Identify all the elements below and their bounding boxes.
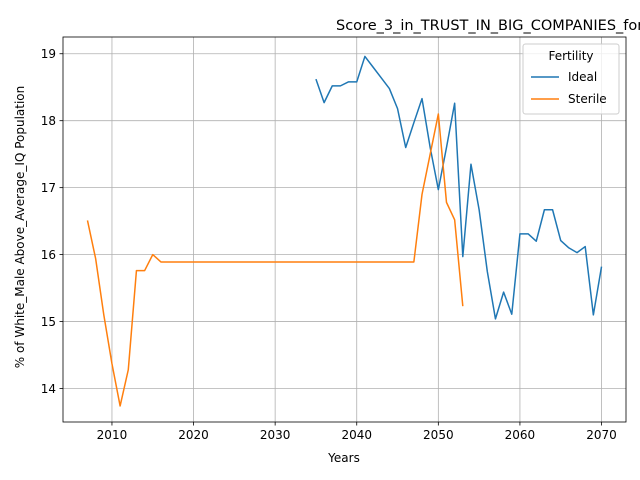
y-axis-label: % of White_Male Above_Average_IQ Populat… [13,86,27,369]
series-line-ideal [315,55,603,320]
y-tick-label: 14 [41,382,56,396]
x-tick-label: 2060 [505,428,536,442]
y-tick-label: 19 [41,47,56,61]
legend-title: Fertility [548,49,593,63]
x-tick-label: 2010 [97,428,128,442]
legend-label-ideal: Ideal [568,70,597,84]
axes-frame [62,36,627,423]
x-tick-label: 2040 [341,428,372,442]
x-tick-label: 2020 [178,428,209,442]
legend-box [522,43,620,115]
x-axis-label: Years [327,451,360,465]
x-tick-label: 2070 [586,428,617,442]
y-tick-label: 17 [41,181,56,195]
y-tick-label: 15 [41,315,56,329]
y-tick-label: 16 [41,248,56,262]
chart-title: Score_3_in_TRUST_IN_BIG_COMPANIES_for_Wh… [336,18,640,34]
legend-label-sterile: Sterile [568,92,607,106]
x-tick-label: 2050 [423,428,454,442]
series-line-sterile [86,113,464,407]
x-tick-label: 2030 [260,428,291,442]
y-tick-label: 18 [41,114,56,128]
plot-area: 2010 2020 2030 2040 2050 2060 2070 14 15 16 17 18 19 [41,36,627,442]
legend: Fertility Ideal Sterile [522,43,620,115]
